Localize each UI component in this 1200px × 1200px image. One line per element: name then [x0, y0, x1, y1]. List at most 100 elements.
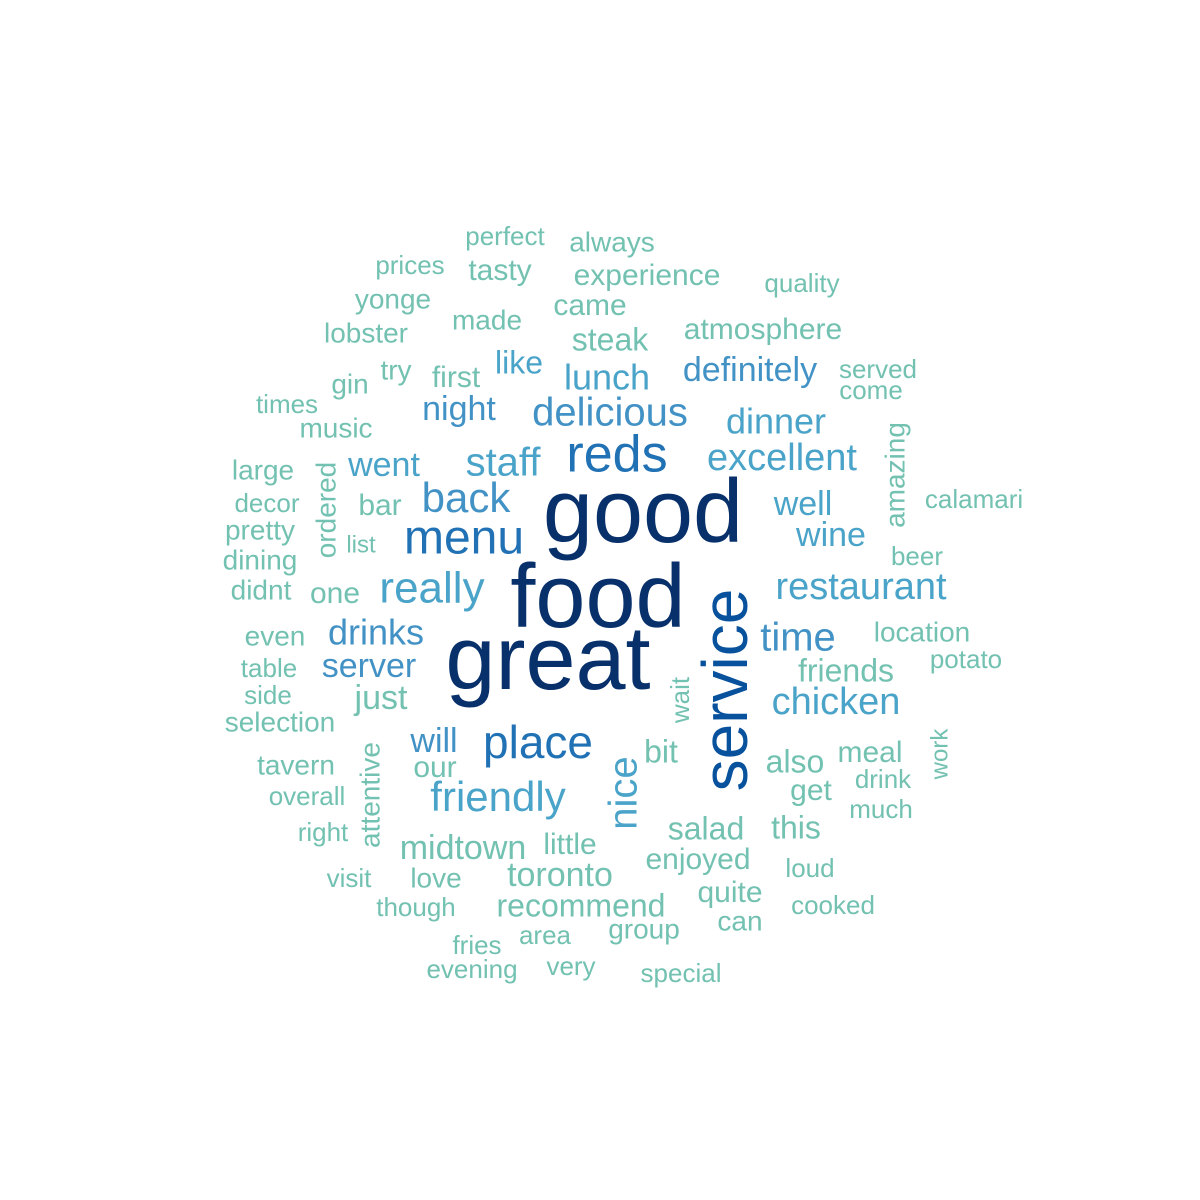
word: food	[510, 547, 685, 647]
word: amazing	[879, 422, 910, 528]
word: wine	[795, 516, 866, 554]
word: potato	[930, 644, 1002, 674]
word: though	[376, 892, 456, 922]
word: get	[790, 774, 832, 807]
word: steak	[572, 321, 649, 357]
word: table	[241, 653, 297, 683]
word: visit	[327, 863, 373, 893]
word: chicken	[772, 681, 901, 723]
word: quality	[764, 268, 839, 298]
word: work	[926, 728, 953, 781]
word: drinks	[328, 612, 424, 653]
word: came	[553, 289, 626, 322]
word: midtown	[400, 829, 527, 867]
word: evening	[426, 954, 517, 984]
word: service	[689, 589, 761, 792]
word: also	[766, 743, 825, 779]
word: bit	[644, 733, 678, 769]
word: times	[256, 389, 318, 419]
word: meal	[837, 736, 902, 769]
word: group	[608, 913, 680, 944]
word: delicious	[532, 391, 688, 435]
word: attentive	[354, 742, 385, 848]
word: went	[347, 446, 420, 484]
word: love	[410, 862, 461, 893]
word: yonge	[355, 283, 431, 314]
word: overall	[269, 781, 346, 811]
word: come	[839, 375, 903, 405]
word: experience	[574, 259, 721, 292]
word: bar	[358, 489, 401, 522]
word: friends	[798, 652, 894, 688]
word: decor	[234, 488, 299, 518]
word: nice	[602, 756, 646, 829]
word: toronto	[507, 856, 613, 894]
word: lunch	[564, 357, 650, 398]
word: perfect	[465, 221, 545, 251]
word: location	[874, 616, 971, 647]
word: very	[546, 951, 595, 981]
word: calamari	[925, 484, 1023, 514]
word: enjoyed	[645, 843, 750, 876]
word: large	[232, 454, 294, 485]
word: special	[641, 958, 722, 988]
word: well	[773, 485, 833, 523]
word: right	[298, 817, 349, 847]
word: salad	[668, 810, 745, 846]
word: time	[760, 616, 836, 660]
word: really	[379, 564, 484, 613]
word: dinner	[726, 401, 826, 442]
word: can	[717, 905, 762, 936]
word: fries	[452, 930, 501, 960]
word: recommend	[497, 887, 666, 923]
word: made	[452, 304, 522, 335]
word: first	[432, 361, 481, 394]
word: beer	[891, 541, 943, 571]
word: cooked	[791, 890, 875, 920]
word: music	[299, 412, 372, 443]
word: drink	[855, 764, 912, 794]
word: restaurant	[775, 566, 947, 608]
word: definitely	[683, 351, 817, 389]
word: excellent	[707, 437, 857, 479]
word: dining	[223, 544, 298, 575]
word: will	[409, 722, 457, 760]
word: loud	[785, 853, 834, 883]
word: even	[245, 620, 306, 651]
word: served	[839, 354, 917, 384]
word: great	[445, 609, 650, 709]
word: gin	[331, 368, 368, 399]
word: prices	[375, 250, 444, 280]
word: one	[310, 577, 360, 610]
word: side	[244, 680, 292, 710]
word: pretty	[225, 514, 295, 545]
word: tavern	[257, 749, 335, 780]
word: list	[346, 531, 376, 558]
word: selection	[225, 706, 336, 737]
word: just	[354, 679, 408, 717]
word: good	[543, 462, 743, 562]
word: like	[495, 344, 543, 380]
word: this	[771, 809, 821, 845]
word: staff	[466, 441, 542, 485]
word: little	[543, 828, 596, 861]
word: menu	[404, 512, 524, 565]
word: server	[322, 647, 416, 685]
word: much	[849, 794, 913, 824]
word: ordered	[310, 462, 341, 559]
word: quite	[697, 876, 762, 909]
word: try	[380, 354, 411, 385]
word: lobster	[324, 317, 408, 348]
word: tasty	[468, 254, 531, 287]
word: reds	[566, 426, 667, 484]
word: night	[422, 390, 496, 428]
word: place	[483, 716, 593, 768]
word: didnt	[231, 574, 292, 605]
word: back	[422, 474, 512, 521]
word: atmosphere	[684, 313, 842, 346]
word: friendly	[430, 773, 565, 820]
word: always	[569, 226, 655, 257]
word: our	[413, 751, 456, 784]
word: area	[519, 920, 572, 950]
